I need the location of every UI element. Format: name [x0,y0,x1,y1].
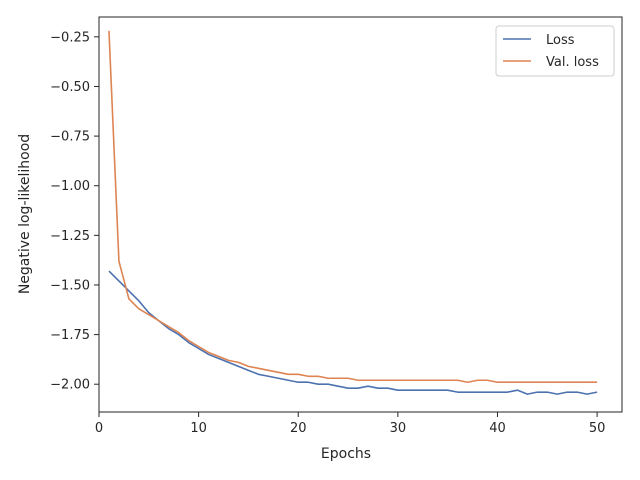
x-tick-label: 20 [290,421,307,436]
y-tick-label: −1.75 [50,328,90,343]
x-axis-label: Epochs [321,446,371,462]
x-tick-label: 0 [95,421,103,436]
y-tick-label: −0.25 [50,30,90,45]
y-tick-label: −1.25 [50,229,90,244]
y-tick-label: −1.00 [50,179,90,194]
x-axis-ticks: 0 10 20 30 40 50 [95,412,606,436]
plot-frame [98,16,623,413]
x-tick-label: 40 [489,421,506,436]
y-tick-label: −0.50 [50,80,90,95]
legend-label: Val. loss [546,55,599,70]
y-tick-label: −1.50 [50,278,90,293]
legend: Loss Val. loss [495,25,615,77]
y-axis-ticks: −2.00 −1.75 −1.50 −1.25 −1.00 −0.75 −0.50 −0.25 [50,30,99,393]
y-tick-label: −0.75 [50,130,90,145]
series-layer [108,30,598,395]
plot-area [98,16,623,413]
y-tick-label: −2.00 [50,378,90,393]
x-tick-label: 30 [390,421,407,436]
x-tick-label: 50 [589,421,606,436]
x-tick-label: 10 [190,421,207,436]
series-line-1 [108,270,598,395]
legend-label: Loss [546,33,575,48]
series-line-2 [108,30,598,384]
y-axis-label: Negative log-likelihood [17,134,33,294]
